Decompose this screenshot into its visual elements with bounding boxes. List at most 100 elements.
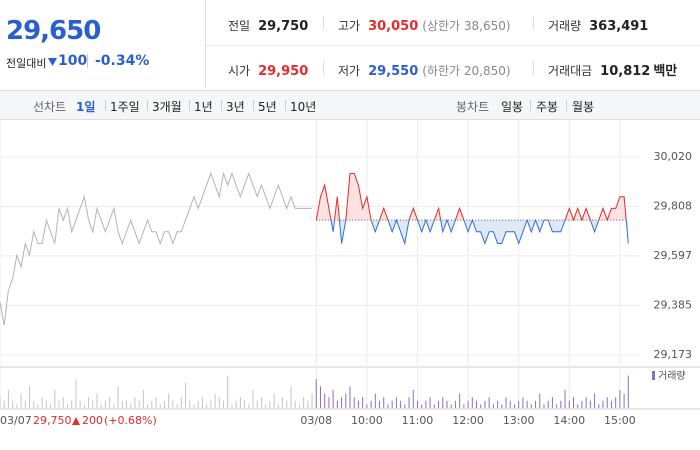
volume-bar [239,397,241,408]
volume-bar [210,400,212,408]
volume-bar [54,390,56,408]
stat: 전일 29,750 [228,15,308,34]
y-tick-label: 29,597 [654,249,693,262]
volume-bar [362,397,364,408]
volume-bar [58,400,60,408]
volume-bar [467,400,469,408]
tab[interactable]: 10년 [290,100,317,114]
volume-bar [66,404,68,408]
volume-bar [155,397,157,408]
volume-bar [568,400,570,408]
stat-label: 전일 [228,19,251,33]
volume-bar [379,400,381,408]
divider [533,61,534,75]
price-line-up [315,172,627,221]
price-panel: 29,650 전일대비 100 -0.34% [0,0,206,88]
tab[interactable]: 3년 [226,100,245,114]
divider [533,16,534,30]
divider [189,100,190,111]
volume-bar [189,400,191,408]
volume-bar [391,400,393,408]
stat-note: (하한가 20,850) [422,64,511,78]
tab[interactable]: 1주일 [110,100,140,114]
divider [253,100,254,111]
volume-bar [383,397,385,408]
volume-bar [328,397,330,408]
area-up [316,173,627,221]
volume-bar [256,400,258,408]
volume-bar [142,390,144,408]
x-tick-label: 03/08 [300,414,332,427]
tab-bar: 선차트 1일 1주일 3개월 1년 3년 5년 10년 봉차트 일봉 주봉 월봉 [0,90,700,120]
stat-value: 363,491 [589,19,649,34]
y-tick-label: 29,385 [654,298,693,311]
volume-bar [185,382,187,408]
stat-unit: 백만 [653,64,678,79]
tab[interactable]: 1년 [194,100,213,114]
chart: 30,020 29,808 29,597 29,385 29,173 03/07 03/08… [0,120,700,427]
volume-bar [547,400,549,408]
volume-bar [606,397,608,408]
volume-bar [530,404,532,408]
volume-bar [349,386,351,408]
change-label: 전일대비 [6,57,47,70]
stat-label: 시가 [228,64,251,78]
x-tick-label: 14:00 [553,414,585,427]
volume-bar [0,397,1,408]
down-icon [48,58,57,66]
volume-bar [172,400,174,408]
volume-bar [92,400,94,408]
tab[interactable]: 3개월 [152,100,182,114]
volume-bar [438,400,440,408]
volume-bar [602,400,604,408]
volume-bar [513,404,515,408]
volume-bar [265,404,267,408]
volume-bar [543,404,545,408]
tab[interactable]: 5년 [258,100,277,114]
volume-bar [214,393,216,408]
x-tick-label: 11:00 [402,414,434,427]
volume-bar [518,400,520,408]
divider [87,54,88,68]
volume-bar [71,400,73,408]
stat-value: 29,750 [258,19,309,34]
change: 100 [58,53,88,69]
price-line [0,171,312,326]
volume-bar [404,404,406,408]
volume-bar [412,390,414,408]
volume-bar [429,397,431,408]
volume-bar [615,397,617,408]
volume-bar [577,404,579,408]
volume-bar [117,386,119,408]
volume-bar [463,404,465,408]
volume-bar [12,400,14,408]
volume-bar [83,404,85,408]
stat: 저가 29,550 (하한가 20,850) [338,60,511,79]
volume-bar [442,397,444,408]
volume-bar [50,404,52,408]
divider [566,100,567,111]
tab[interactable]: 월봉 [572,100,595,114]
volume-bar [79,400,81,408]
x-tick-label: 12:00 [452,414,484,427]
volume-bar [307,400,309,408]
volume-bar [45,400,47,408]
tab[interactable]: 일봉 [501,100,524,114]
volume-bar [319,386,321,408]
volume-bar [610,400,612,408]
volume-bar [387,404,389,408]
tab[interactable]: 1일 [76,100,96,114]
volume-bar [227,375,229,408]
divider [285,100,286,111]
volume-bar [560,400,562,408]
divider [221,100,222,111]
volume-bar [218,397,220,408]
volume-bar [282,397,284,408]
change-rate: -0.34% [95,53,150,69]
volume-bar [168,393,170,408]
tab[interactable]: 주봉 [536,100,559,114]
volume-bar [395,397,397,408]
volume-bar [581,400,583,408]
volume-bar [130,404,132,408]
